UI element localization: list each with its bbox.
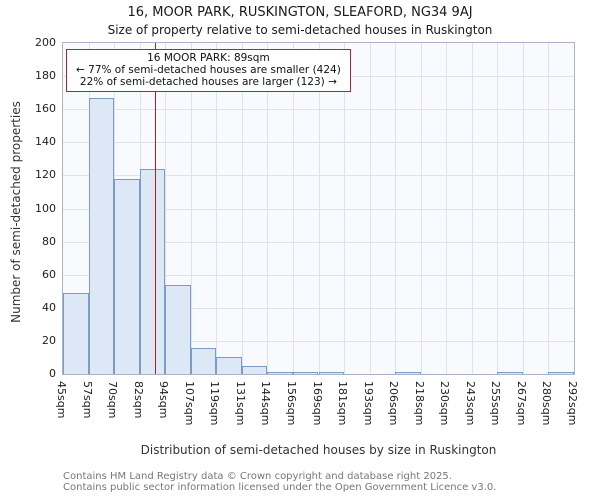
histogram-bar — [267, 372, 293, 374]
x-tick-label: 107sqm — [182, 381, 196, 426]
histogram-bar — [190, 347, 217, 374]
gridline-vertical — [548, 43, 550, 374]
gridline-vertical — [165, 43, 167, 374]
x-tick-label: 206sqm — [387, 381, 401, 426]
x-tick-label: 230sqm — [438, 381, 452, 426]
y-tick-label: 180 — [35, 69, 56, 83]
property-size-marker-line — [154, 43, 156, 374]
histogram-bar — [165, 284, 191, 374]
footer-attribution-hmlr: Contains HM Land Registry data © Crown c… — [63, 471, 452, 482]
x-tick-label: 169sqm — [310, 381, 324, 426]
x-tick-label: 243sqm — [463, 381, 477, 426]
x-tick-label: 156sqm — [284, 381, 298, 426]
gridline-vertical — [190, 43, 192, 374]
x-tick-label: 280sqm — [540, 381, 554, 426]
histogram-bar — [318, 372, 345, 374]
annotation-property-size: 16 MOOR PARK: 89sqm — [147, 52, 270, 64]
gridline-vertical — [318, 43, 320, 374]
x-tick-label: 255sqm — [489, 381, 503, 426]
x-tick-label: 94sqm — [157, 381, 171, 419]
x-tick-label: 181sqm — [336, 381, 350, 426]
gridline-vertical — [241, 43, 243, 374]
histogram-bar — [63, 292, 89, 374]
y-tick-label: 200 — [35, 36, 56, 49]
chart-title: 16, MOOR PARK, RUSKINGTON, SLEAFORD, NG3… — [127, 5, 473, 20]
x-tick-label: 193sqm — [361, 381, 375, 426]
x-tick-label: 119sqm — [208, 381, 222, 426]
histogram-bar — [395, 372, 421, 374]
histogram-bar — [548, 372, 574, 374]
histogram-bar — [292, 372, 319, 374]
annotation-smaller-pct: ← 77% of semi-detached houses are smalle… — [76, 64, 341, 76]
gridline-vertical — [369, 43, 371, 374]
x-tick-label: 218sqm — [412, 381, 426, 426]
y-tick-label: 60 — [42, 267, 56, 281]
histogram-bar — [241, 365, 268, 374]
x-tick-label: 82sqm — [131, 381, 145, 419]
histogram-bar — [139, 168, 166, 374]
x-tick-label: 267sqm — [514, 381, 528, 426]
gridline-vertical — [267, 43, 269, 374]
y-tick-label: 20 — [42, 333, 56, 347]
y-tick-label: 100 — [35, 201, 56, 215]
x-axis-label: Distribution of semi-detached houses by … — [140, 443, 497, 457]
y-tick-label: 80 — [42, 234, 56, 248]
x-tick-label: 144sqm — [259, 381, 273, 426]
gridline-vertical — [497, 43, 499, 374]
gridline-vertical — [471, 43, 473, 374]
x-tick-label: 131sqm — [233, 381, 247, 426]
y-tick-label: 160 — [35, 102, 56, 116]
gridline-vertical — [395, 43, 397, 374]
y-tick-label: 140 — [35, 135, 56, 149]
gridline-vertical — [420, 43, 422, 374]
footer-attribution-ogl: Contains public sector information licen… — [63, 482, 497, 493]
annotation-box: 16 MOOR PARK: 89sqm ← 77% of semi-detach… — [66, 49, 351, 92]
x-tick-label: 70sqm — [106, 381, 120, 419]
gridline-vertical — [344, 43, 346, 374]
plot-area — [62, 42, 575, 375]
histogram-bar — [114, 178, 140, 374]
x-tick-label: 57sqm — [80, 381, 94, 419]
histogram-bar — [88, 97, 115, 374]
gridline-vertical — [446, 43, 448, 374]
annotation-larger-pct: 22% of semi-detached houses are larger (… — [79, 76, 337, 88]
histogram-bar — [497, 372, 523, 374]
x-tick-label: 292sqm — [566, 381, 579, 426]
gridline-vertical — [292, 43, 294, 374]
y-tick-label: 120 — [35, 168, 56, 182]
histogram-bar — [216, 357, 242, 374]
x-tick-label: 45sqm — [55, 381, 68, 419]
y-tick-label: 40 — [42, 300, 56, 314]
gridline-vertical — [522, 43, 524, 374]
chart-subtitle: Size of property relative to semi-detach… — [107, 23, 493, 37]
gridline-vertical — [216, 43, 218, 374]
y-tick-label: 0 — [49, 367, 56, 380]
